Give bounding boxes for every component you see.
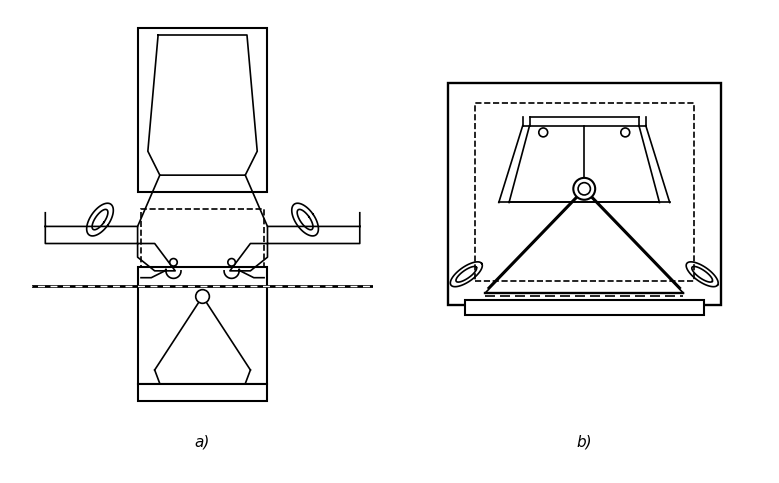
Bar bbox=[475, 103, 693, 281]
Text: b): b) bbox=[576, 434, 592, 449]
Bar bbox=[138, 384, 267, 401]
Text: a): a) bbox=[195, 434, 210, 449]
Bar bbox=[447, 83, 721, 305]
Bar bbox=[138, 268, 267, 384]
Circle shape bbox=[196, 290, 210, 303]
Circle shape bbox=[227, 258, 235, 266]
Bar bbox=[138, 28, 267, 192]
Circle shape bbox=[539, 128, 548, 137]
Bar bbox=[141, 209, 264, 278]
Bar bbox=[464, 300, 704, 315]
Circle shape bbox=[578, 183, 590, 195]
Circle shape bbox=[573, 178, 595, 200]
Circle shape bbox=[170, 258, 178, 266]
Circle shape bbox=[621, 128, 629, 137]
